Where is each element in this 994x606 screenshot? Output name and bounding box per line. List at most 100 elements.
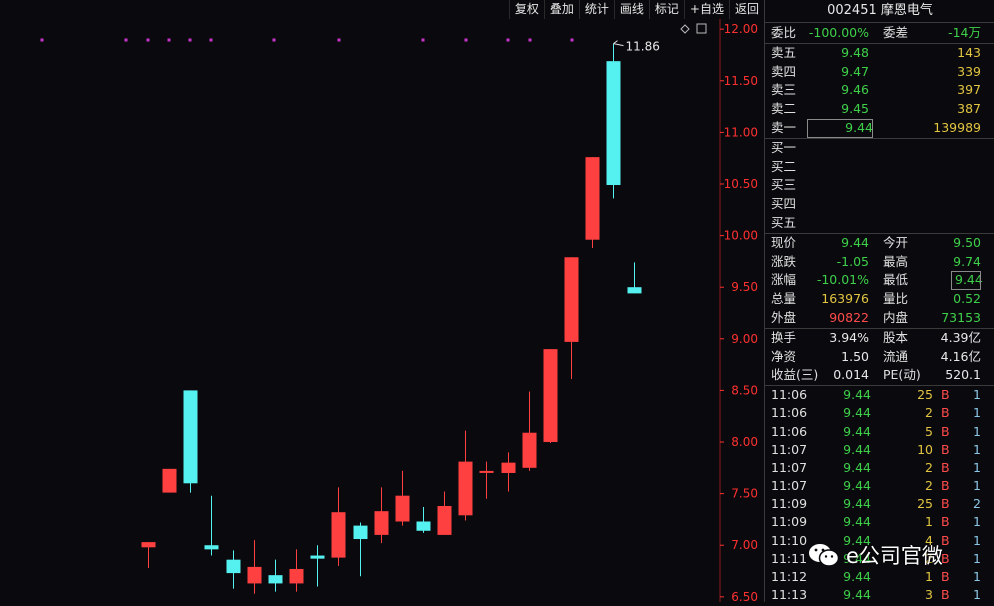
tick-direction: B (941, 387, 950, 403)
ask-label: 卖五 (771, 44, 797, 60)
max-price-label: 11.86 (626, 40, 660, 54)
candle-body (458, 461, 473, 516)
quote-value: 9.44 (841, 234, 869, 250)
bid-row[interactable]: 买四 (765, 195, 994, 214)
bid-row[interactable]: 买五 (765, 214, 994, 233)
ask-row[interactable]: 卖四 9.47 339 (765, 63, 994, 82)
event-marker (146, 38, 150, 42)
ask-row-selected[interactable]: 卖一 9.44 139989 (765, 118, 994, 138)
bid-label: 买一 (771, 139, 797, 155)
tick-price: 9.44 (843, 478, 871, 494)
draw-line-button[interactable]: 画线 (613, 0, 649, 19)
event-marker (464, 38, 468, 42)
quote-section: 现价 9.44 今开 9.50 涨跌 -1.05 最高 9.74 涨幅 -10.… (765, 232, 994, 328)
candle-body (268, 575, 283, 584)
price-axis-label: 10.50 (724, 177, 758, 191)
watermark-text: e公司官微 (846, 544, 943, 568)
tick-count: 1 (973, 587, 981, 602)
event-marker (209, 38, 213, 42)
candle-body (479, 470, 494, 473)
tick-direction: B (941, 496, 950, 512)
ask-volume: 387 (957, 101, 981, 117)
add-watchlist-button[interactable]: +自选 (683, 0, 729, 19)
quote-value: 90822 (829, 309, 869, 325)
tick-count: 1 (973, 387, 981, 403)
fundamental-row: 净资 1.50 流通 4.16亿 (765, 348, 994, 367)
quote-value: 163976 (821, 291, 869, 307)
tick-count: 1 (973, 459, 981, 475)
tick-row[interactable]: 11:11 9.44 2 B 1 (765, 550, 994, 568)
weicha-label: 委差 (883, 25, 909, 40)
bid-row[interactable]: 买一 (765, 139, 994, 158)
candle-body (141, 542, 156, 548)
fuquan-button[interactable]: 复权 (508, 0, 544, 19)
tick-price: 9.44 (843, 459, 871, 475)
overlay-button[interactable]: 叠加 (543, 0, 579, 19)
fundamental-label: 收益(三) (771, 367, 819, 383)
fundamental-value: 4.16亿 (940, 348, 981, 364)
candle-body (416, 521, 431, 531)
tick-count: 1 (973, 478, 981, 494)
tick-volume: 25 (917, 387, 933, 403)
fundamental-row: 换手 3.94% 股本 4.39亿 (765, 329, 994, 348)
quote-label: 外盘 (771, 309, 797, 325)
fundamental-label: 流通 (883, 348, 909, 364)
mark-button[interactable]: 标记 (648, 0, 684, 19)
quote-label: 涨幅 (771, 272, 797, 288)
ask-row[interactable]: 卖二 9.45 387 (765, 100, 994, 119)
quote-value: -1.05 (836, 253, 869, 269)
ask-row[interactable]: 卖三 9.46 397 (765, 81, 994, 100)
tick-time: 11:07 (771, 459, 808, 475)
quote-value: 9.44 (951, 271, 983, 291)
tick-volume: 2 (925, 405, 933, 421)
diamond-icon (680, 24, 690, 34)
ask-label: 卖一 (771, 119, 797, 135)
kline-chart[interactable]: 12.00 11.50 11.00 10.50 10.00 9.50 9.00 8.50 8.0… (0, 0, 764, 604)
event-marker (124, 38, 128, 42)
tick-time: 11:09 (771, 496, 808, 512)
tick-direction: B (941, 441, 950, 457)
tick-price: 9.44 (843, 405, 871, 421)
fundamental-label: PE(动) (883, 367, 921, 383)
price-axis-label: 12.00 (724, 22, 758, 36)
tick-row[interactable]: 11:06 9.44 5 B 1 (765, 423, 994, 441)
candle-body (183, 390, 198, 484)
candlestick-chart[interactable]: 12.00 11.50 11.00 10.50 10.00 9.50 9.00 8.50 8.0… (0, 0, 764, 604)
bid-row[interactable]: 买三 (765, 176, 994, 195)
tick-list[interactable]: 11:06 9.44 25 B 1 11:06 9.44 2 B 1 11:06 9.44 5 B 1 11:… (765, 385, 994, 602)
tick-volume: 2 (925, 478, 933, 494)
tick-time: 11:06 (771, 423, 808, 439)
price-axis-label: 7.50 (731, 487, 758, 501)
tick-row[interactable]: 11:12 9.44 1 B 1 (765, 568, 994, 586)
tick-row[interactable]: 11:07 9.44 2 B 1 (765, 477, 994, 495)
tick-row[interactable]: 11:06 9.44 2 B 1 (765, 404, 994, 422)
tick-direction: B (941, 514, 950, 530)
tick-price: 9.44 (843, 532, 871, 548)
tick-row[interactable]: 11:07 9.44 10 B 1 (765, 441, 994, 459)
tick-volume: 4 (925, 532, 933, 548)
tick-row[interactable]: 11:09 9.44 25 B 2 (765, 495, 994, 513)
tick-price: 9.44 (843, 387, 871, 403)
ask-row[interactable]: 卖五 9.48 143 (765, 44, 994, 63)
tick-row[interactable]: 11:07 9.44 2 B 1 (765, 459, 994, 477)
tick-row[interactable]: 11:10 9.44 4 B 1 (765, 532, 994, 550)
back-button[interactable]: 返回 (728, 0, 764, 19)
tick-direction: B (941, 550, 950, 566)
tick-time: 11:06 (771, 387, 808, 403)
bid-row[interactable]: 买二 (765, 158, 994, 177)
tick-row[interactable]: 11:09 9.44 1 B 1 (765, 513, 994, 531)
tick-direction: B (941, 478, 950, 494)
tick-volume: 2 (925, 459, 933, 475)
candle-body (564, 257, 579, 342)
tick-row[interactable]: 11:06 9.44 25 B 1 (765, 386, 994, 404)
stats-button[interactable]: 统计 (578, 0, 614, 19)
quote-row: 现价 9.44 今开 9.50 (765, 234, 994, 253)
tick-row[interactable]: 11:13 9.44 3 B 1 (765, 586, 994, 602)
tick-volume: 1 (925, 569, 933, 585)
ask-label: 卖四 (771, 63, 797, 79)
quote-label: 现价 (771, 234, 797, 250)
tick-direction: B (941, 532, 950, 548)
weibi-label: 委比 (771, 25, 797, 40)
tick-price: 9.44 (843, 550, 871, 566)
candle-body (204, 545, 219, 550)
